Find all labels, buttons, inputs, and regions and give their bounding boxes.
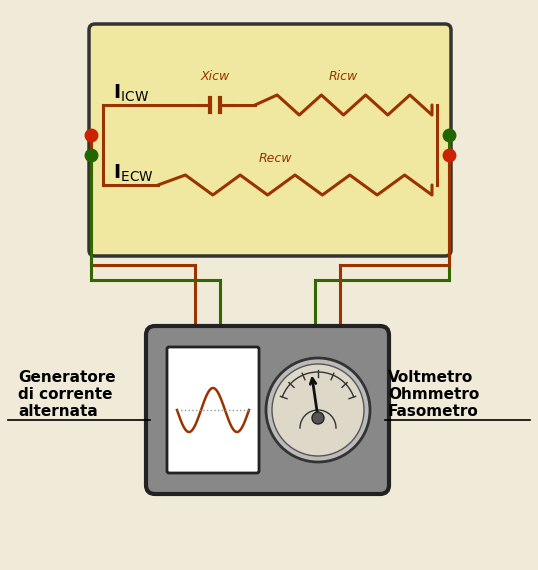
Text: Ricw: Ricw bbox=[329, 70, 358, 83]
Circle shape bbox=[312, 412, 324, 424]
Text: $\mathbf{I}_{\mathrm{ECW}}$: $\mathbf{I}_{\mathrm{ECW}}$ bbox=[113, 163, 154, 184]
Text: Recw: Recw bbox=[258, 152, 292, 165]
Text: $\mathbf{I}_{\mathrm{ICW}}$: $\mathbf{I}_{\mathrm{ICW}}$ bbox=[113, 83, 149, 104]
FancyBboxPatch shape bbox=[89, 24, 451, 256]
Circle shape bbox=[272, 364, 364, 456]
Text: Voltmetro: Voltmetro bbox=[388, 370, 473, 385]
Text: Fasometro: Fasometro bbox=[388, 404, 479, 419]
Text: alternata: alternata bbox=[18, 404, 98, 419]
Text: di corrente: di corrente bbox=[18, 387, 112, 402]
FancyBboxPatch shape bbox=[146, 326, 389, 494]
Text: Generatore: Generatore bbox=[18, 370, 116, 385]
Text: Xicw: Xicw bbox=[200, 70, 230, 83]
FancyBboxPatch shape bbox=[167, 347, 259, 473]
Text: Ohmmetro: Ohmmetro bbox=[388, 387, 479, 402]
Circle shape bbox=[266, 358, 370, 462]
